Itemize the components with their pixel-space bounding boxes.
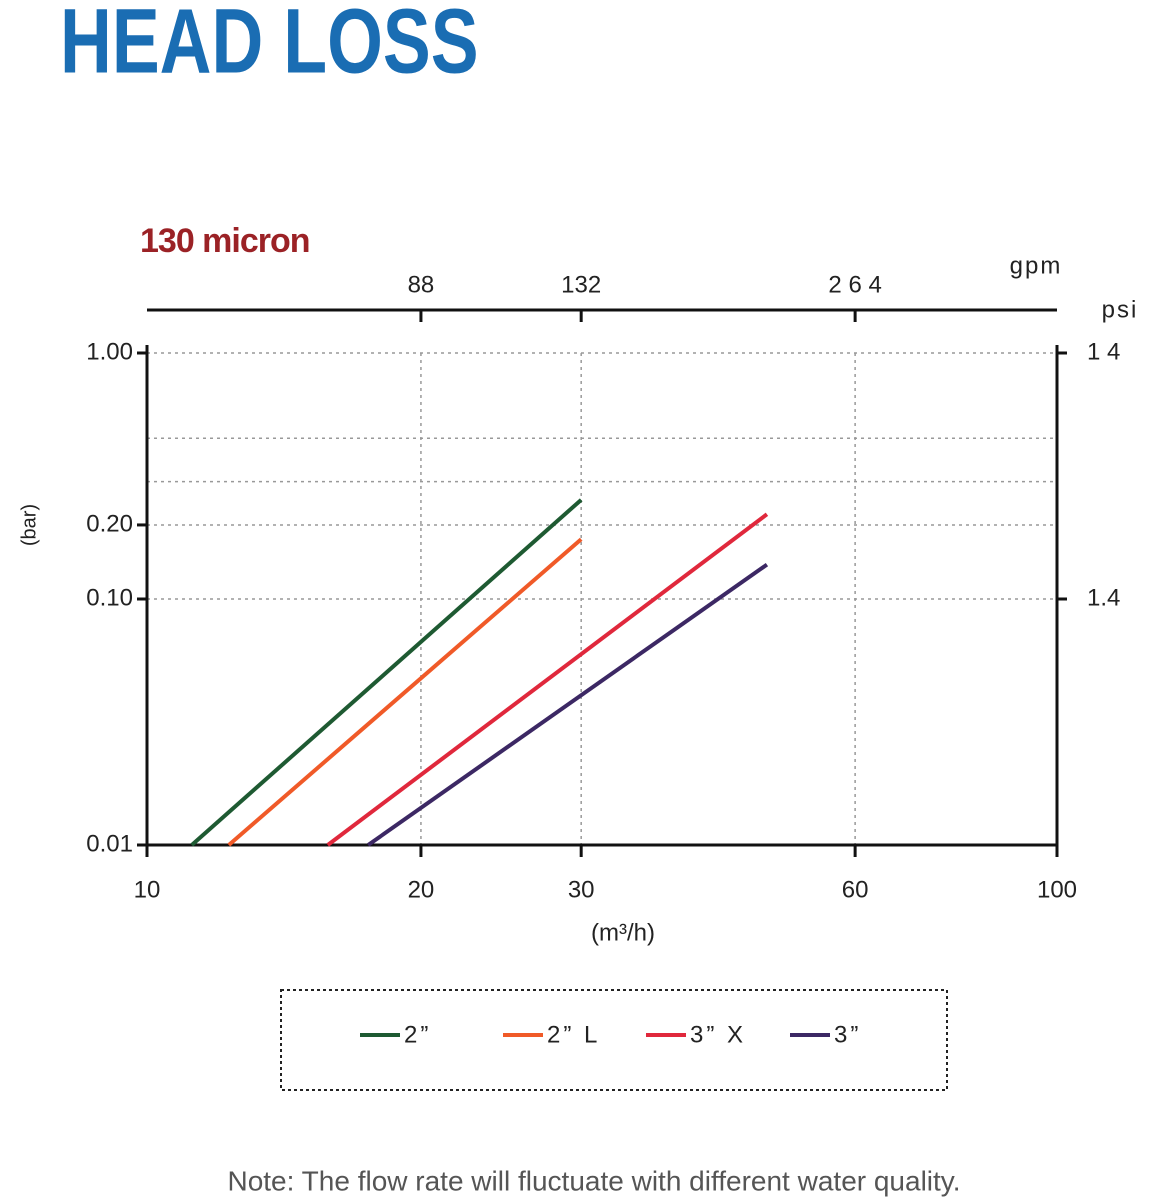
x2-tick-label: 88 (408, 271, 435, 298)
x-tick-label: 60 (842, 876, 869, 903)
x2-tick-label: 132 (561, 271, 601, 298)
x-tick-label: 30 (568, 876, 595, 903)
y-axis-label: (bar) (18, 504, 40, 546)
chart-subtitle: 130 micron (140, 222, 310, 260)
x-axis-label: (m³/h) (591, 919, 655, 946)
y2-tick-label: 1.4 (1087, 584, 1120, 611)
data-line (227, 537, 583, 847)
data-line (367, 562, 769, 847)
x-tick-label: 20 (408, 876, 435, 903)
page-title: HEAD LOSS (60, 0, 479, 92)
y2-tick-label: 1 4 (1087, 338, 1120, 365)
x2-tick-label: 2 6 4 (828, 271, 881, 298)
y2-axis-label: psi (1102, 296, 1139, 323)
y-tick-label: 1.00 (86, 338, 133, 365)
legend-box (280, 989, 948, 1091)
x-tick-label: 100 (1037, 876, 1077, 903)
x-tick-label: 10 (134, 876, 161, 903)
y-tick-label: 0.10 (86, 584, 133, 611)
footnote: Note: The flow rate will fluctuate with … (227, 1165, 960, 1196)
y-tick-label: 0.01 (86, 830, 133, 857)
legend-label: 2” (404, 1021, 431, 1048)
data-line (326, 512, 769, 847)
legend-label: 3” X (690, 1021, 746, 1048)
y-tick-label: 0.20 (86, 510, 133, 537)
x2-axis-label: gpm (1010, 252, 1063, 279)
data-line (190, 498, 583, 847)
legend-label: 2” L (547, 1021, 600, 1048)
legend-label: 3” (834, 1021, 861, 1048)
